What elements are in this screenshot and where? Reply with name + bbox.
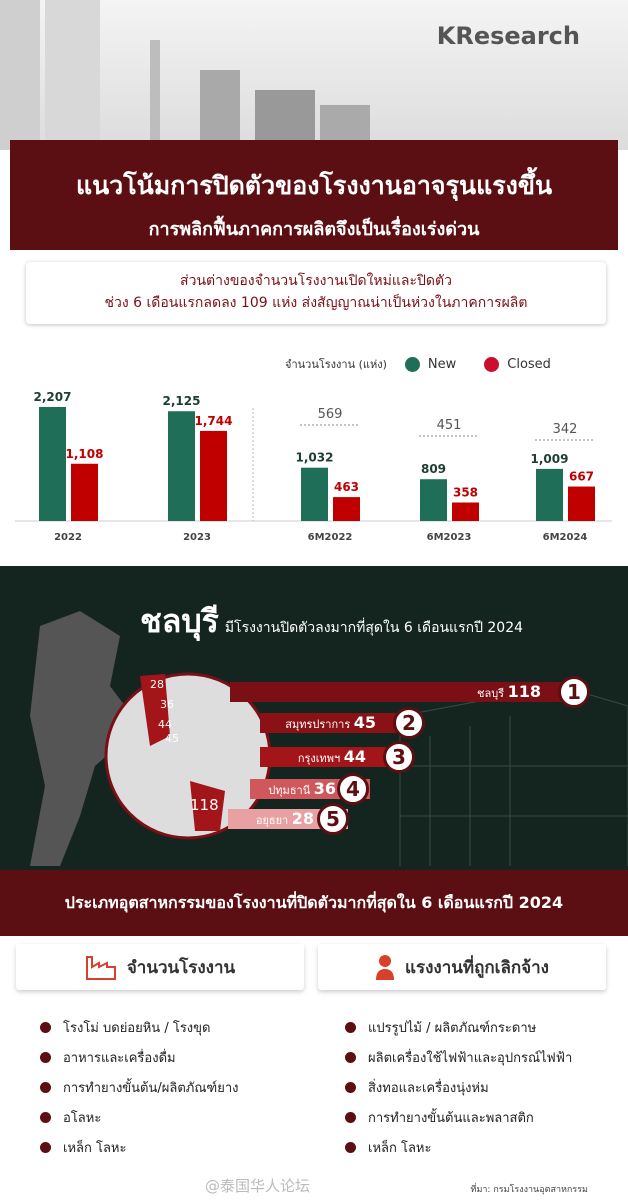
- data-label: 1,032: [296, 451, 334, 465]
- x-tick-label: 6M2024: [543, 532, 588, 543]
- list-item: อาหารและเครื่องดื่ม: [40, 1042, 238, 1072]
- chart-legend: จำนวนโรงงาน (แห่ง) New Closed: [285, 355, 571, 373]
- svg-text:28: 28: [150, 678, 164, 691]
- legend-closed-label: Closed: [507, 356, 551, 372]
- workers-list: แปรรูปไม้ / ผลิตภัณฑ์กระดาษ ผลิตเครื่องใ…: [345, 1012, 572, 1162]
- svg-text:44: 44: [158, 718, 172, 731]
- legend-new-swatch: [404, 356, 420, 372]
- page-title: แนวโน้มการปิดตัวของโรงงานอาจรุนแรงขึ้น: [75, 171, 553, 200]
- list-item: ผลิตเครื่องใช้ไฟฟ้าและอุปกรณ์ไฟฟ้า: [345, 1042, 572, 1072]
- worker-icon: [376, 955, 394, 980]
- factories-heading: จำนวนโรงงาน: [126, 957, 236, 978]
- bar-new-2022: [39, 407, 66, 521]
- rank-bar-2: สมุทรปราการ 45: [260, 713, 410, 733]
- bar-closed-6M2024: [568, 486, 595, 521]
- gap-label: 569: [318, 407, 343, 422]
- data-label: 1,744: [195, 414, 233, 428]
- bar-new-6M2024: [536, 468, 563, 521]
- factory-icon: [85, 956, 116, 980]
- data-label: 358: [453, 486, 478, 500]
- title-banner: แนวโน้มการปิดตัวของโรงงานอาจรุนแรงขึ้น ก…: [10, 140, 618, 250]
- x-tick-label: 6M2023: [427, 532, 472, 543]
- data-label: 2,207: [34, 390, 72, 404]
- watermark: @泰国华人论坛: [205, 1177, 311, 1195]
- list-item: สิ่งทอและเครื่องนุ่งห่ม: [345, 1072, 572, 1102]
- province-title: ชลบุรี มีโรงงานปิดตัวลงมากที่สุดใน 6 เดือ…: [140, 596, 523, 647]
- rank-badge-1: 1: [558, 676, 590, 708]
- bar-new-6M2023: [420, 479, 447, 521]
- kresearch-logo: KResearch: [437, 22, 580, 50]
- data-label: 667: [569, 470, 594, 484]
- province-title-rest: มีโรงงานปิดตัวลงมากที่สุดใน 6 เดือนแรกปี…: [224, 620, 524, 636]
- svg-text:118: 118: [190, 796, 219, 814]
- data-label: 2,125: [163, 394, 201, 408]
- list-item: เหล็ก โลหะ: [345, 1132, 572, 1162]
- thailand-map: [30, 611, 140, 866]
- factories-list: โรงโม่ บดย่อยหิน / โรงขุด อาหารและเครื่อ…: [40, 1012, 238, 1162]
- factories-card: จำนวนโรงงาน: [16, 944, 304, 990]
- province-title-big: ชลบุรี: [140, 602, 219, 640]
- bar-closed-6M2023: [452, 502, 479, 521]
- rank-badge-4: 4: [337, 773, 369, 805]
- bar-closed-6M2022: [333, 497, 360, 521]
- source-note: ที่มา: กรมโรงงานอุตสาหกรรม: [470, 1185, 588, 1195]
- page-subtitle: การพลิกฟื้นภาคการผลิตจึงเป็นเรื่องเร่งด่…: [148, 219, 480, 240]
- industry-title: ประเภทอุตสาหกรรมของโรงงานที่ปิดตัวมากที่…: [0, 870, 628, 936]
- rank-bar-1: ชลบุรี 118: [230, 682, 575, 702]
- list-item: การทำยางขั้นต้นและพลาสติก: [345, 1102, 572, 1132]
- workers-heading: แรงงานที่ถูกเลิกจ้าง: [405, 957, 549, 978]
- x-tick-label: 6M2022: [308, 532, 353, 543]
- gap-label: 451: [437, 418, 462, 433]
- summary-line-2: ช่วง 6 เดือนแรกลดลง 109 แห่ง ส่งสัญญาณน่…: [104, 295, 528, 311]
- hero-factory-image: [0, 0, 628, 150]
- summary-line-1: ส่วนต่างของจำนวนโรงงานเปิดใหม่และปิดตัว: [180, 273, 452, 289]
- bar-new-6M2022: [301, 467, 328, 521]
- rank-bar-3: กรุงเทพฯ 44: [260, 747, 400, 767]
- unit-label: จำนวนโรงงาน (แห่ง): [285, 358, 387, 371]
- bar-new-2023: [168, 411, 195, 521]
- bar-chart: 2,207 1,108 2022 2,125 1,744 2023 1,032 463 6M20…: [15, 390, 612, 543]
- logo-text: KResearch: [436, 22, 580, 50]
- list-item: แปรรูปไม้ / ผลิตภัณฑ์กระดาษ: [345, 1012, 572, 1042]
- legend-closed-swatch: [484, 356, 500, 372]
- legend-new-label: New: [427, 356, 457, 372]
- list-item: การทำยางขั้นต้น/ผลิตภัณฑ์ยาง: [40, 1072, 238, 1102]
- svg-text:45: 45: [165, 732, 179, 745]
- data-label: 463: [334, 480, 359, 494]
- rank-badge-5: 5: [317, 803, 349, 835]
- data-label: 809: [421, 462, 446, 476]
- summary-box: ส่วนต่างของจำนวนโรงงานเปิดใหม่และปิดตัว …: [26, 262, 606, 324]
- province-section: 28 36 44 45 118 ชลบุรี มีโรงงานปิดตัวลงมา…: [0, 566, 628, 872]
- data-label: 1,108: [66, 447, 104, 461]
- rank-badge-3: 3: [383, 741, 415, 773]
- list-item: โรงโม่ บดย่อยหิน / โรงขุด: [40, 1012, 238, 1042]
- x-tick-label: 2022: [54, 532, 82, 543]
- list-item: เหล็ก โลหะ: [40, 1132, 238, 1162]
- x-tick-label: 2023: [183, 532, 211, 543]
- data-label: 1,009: [531, 452, 569, 466]
- workers-card: แรงงานที่ถูกเลิกจ้าง: [318, 944, 606, 990]
- rank-badge-2: 2: [393, 707, 425, 739]
- bar-closed-2022: [71, 463, 98, 521]
- gap-label: 342: [553, 422, 578, 437]
- bar-closed-2023: [200, 430, 227, 521]
- svg-text:36: 36: [160, 698, 174, 711]
- list-item: อโลหะ: [40, 1102, 238, 1132]
